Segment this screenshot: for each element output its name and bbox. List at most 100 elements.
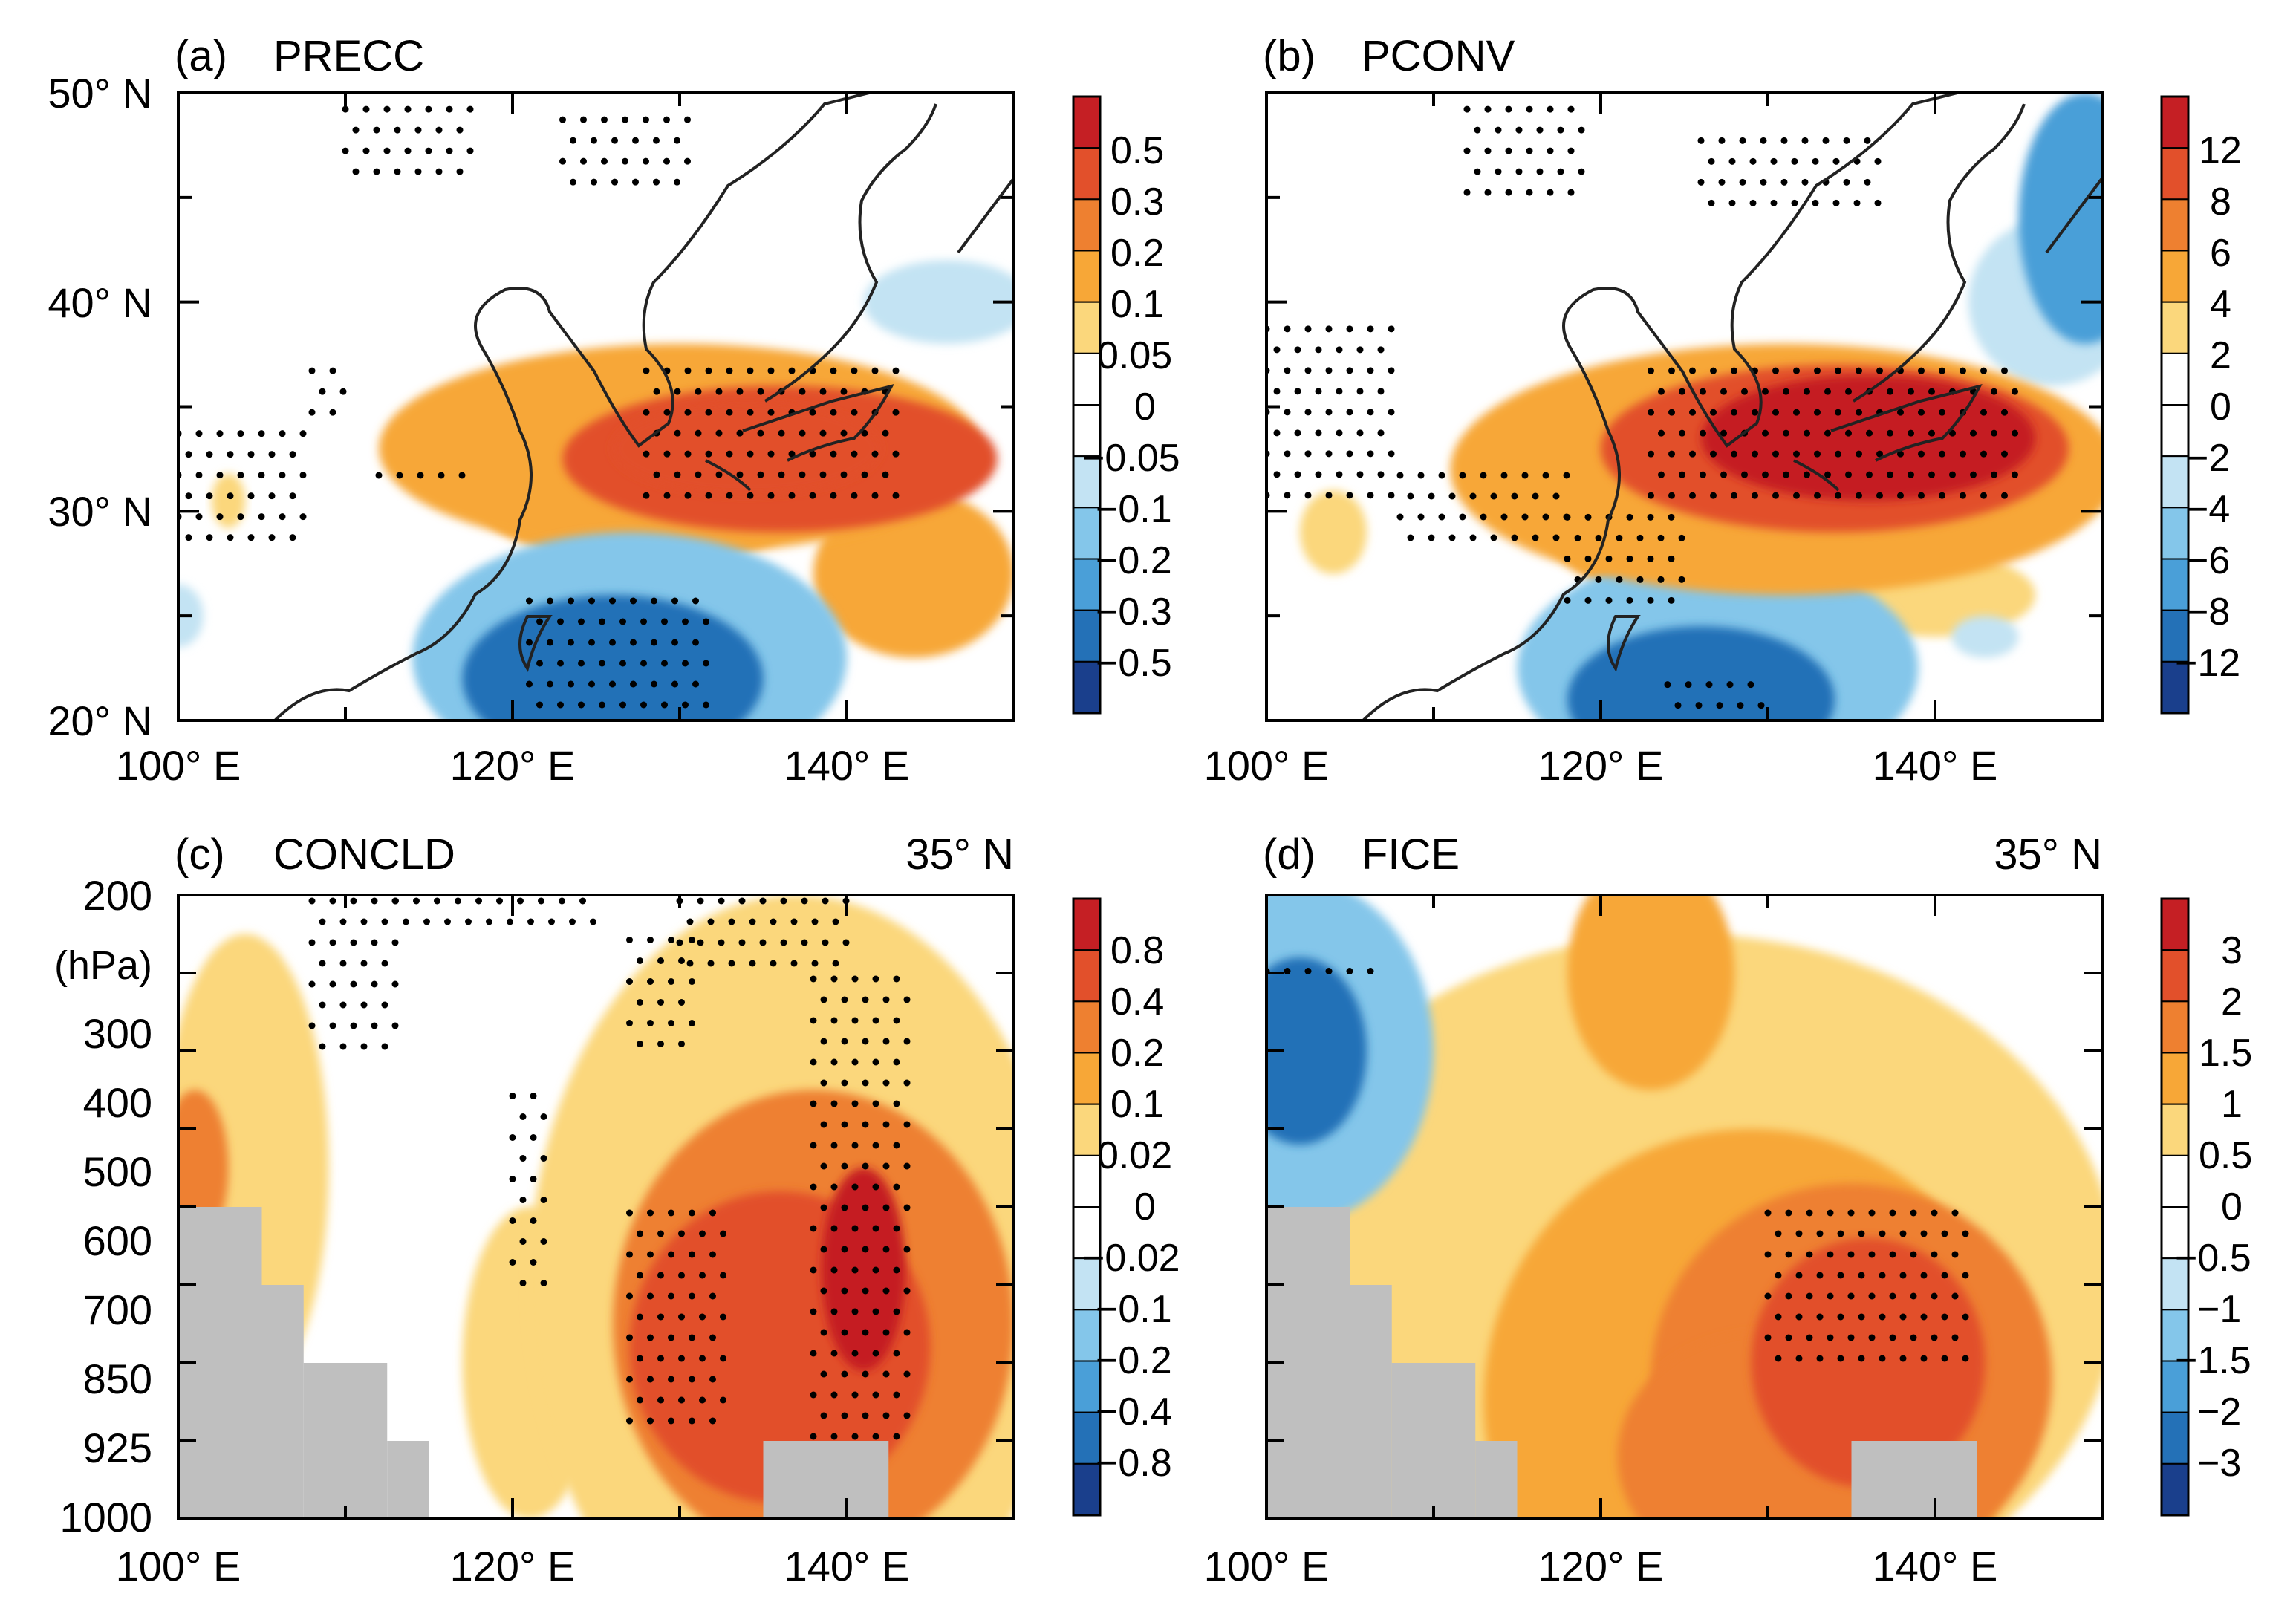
- stipple-dot: [1700, 388, 1706, 395]
- stipple-dot: [622, 157, 628, 165]
- stipple-dot: [580, 116, 587, 123]
- stipple-dot: [1564, 513, 1571, 521]
- stipple-dot: [841, 1162, 848, 1170]
- stipple-dot: [780, 897, 787, 905]
- colorbar-swatch-7: [2161, 455, 2189, 509]
- stipple-dot: [903, 1038, 911, 1045]
- stipple-dot: [360, 960, 368, 967]
- stipple-area-2: [626, 937, 695, 1047]
- stipple-dot: [1273, 429, 1281, 437]
- stipple-dot: [1960, 450, 1966, 458]
- stipple-dot: [1918, 492, 1925, 499]
- stipple-dot: [1816, 1355, 1824, 1362]
- stipple-dot: [1897, 450, 1904, 458]
- stipple-dot: [548, 918, 555, 925]
- stipple-dot: [1547, 147, 1554, 154]
- stipple-dot: [547, 597, 553, 605]
- stipple-area-0: [342, 105, 474, 175]
- stipple-dot: [840, 429, 848, 437]
- stipple-dot: [308, 980, 316, 988]
- stipple-dot: [809, 450, 816, 458]
- stipple-dot: [1931, 1251, 1938, 1258]
- cbar-c-label-3: 0.1: [1110, 1083, 1164, 1126]
- stipple-dot: [703, 660, 709, 667]
- stipple-dot: [893, 1433, 900, 1440]
- cbar-a-label-9: −0.3: [1096, 590, 1172, 634]
- stipple-dot: [1626, 596, 1633, 604]
- stipple-dot: [668, 978, 674, 985]
- stipple-dot: [653, 471, 660, 478]
- stipple-dot: [1835, 367, 1841, 374]
- stipple-dot: [1910, 1334, 1917, 1341]
- cbar-b-label-9: −8: [2186, 590, 2230, 634]
- stipple-dot: [699, 1230, 706, 1237]
- terrain-d: [1266, 1207, 1977, 1519]
- cbar-c-label-10: −0.8: [1096, 1442, 1172, 1485]
- cbar-c-label-8: −0.2: [1096, 1339, 1172, 1382]
- stipple-dot: [674, 429, 681, 437]
- stipple-dot: [1991, 429, 1997, 437]
- stipple-dot: [1367, 325, 1374, 333]
- stipple-dot: [590, 918, 596, 925]
- stipple-c: [308, 897, 911, 1440]
- stipple-dot: [1584, 596, 1592, 604]
- stipple-dot: [810, 1350, 817, 1357]
- stipple-dot: [547, 639, 553, 646]
- stipple-dot: [1827, 1209, 1834, 1217]
- stipple-dot: [1899, 1272, 1907, 1279]
- stipple-dot: [1459, 472, 1466, 479]
- stipple-dot: [509, 1134, 516, 1141]
- stipple-dot: [851, 1183, 859, 1191]
- latitude-label-d: 35° N: [1994, 830, 2102, 879]
- stipple-dot: [1847, 1251, 1855, 1258]
- stipple-dot: [882, 1121, 890, 1128]
- colorbar-labels-b: 12 8 6 4 2 0 −2 −4 −6 −8 −12: [2175, 129, 2242, 685]
- stipple-dot: [872, 1100, 879, 1107]
- stipple-dot: [568, 597, 574, 605]
- y-axis-unit-c: (hPa): [54, 943, 152, 988]
- stipple-dot: [299, 472, 307, 479]
- stipple-dot: [862, 1204, 869, 1211]
- stipple-dot: [1495, 168, 1502, 175]
- stipple-dot: [1668, 450, 1675, 458]
- stipple-dot: [1521, 472, 1529, 479]
- stipple-dot: [757, 471, 764, 478]
- stipple-dot: [1563, 472, 1570, 479]
- stipple-dot: [1775, 1272, 1782, 1279]
- stipple-dot: [882, 1038, 890, 1045]
- stipple-dot: [1757, 702, 1765, 709]
- stipple-dot: [1806, 1292, 1813, 1300]
- stipple-dot: [851, 1350, 859, 1357]
- stipple-dot: [362, 147, 370, 154]
- stipple-dot: [626, 1417, 633, 1425]
- stipple-dot: [1564, 596, 1571, 604]
- stipple-dot: [1315, 388, 1322, 395]
- cbar-d-label-1: 2: [2221, 980, 2243, 1023]
- stipple-dot: [1648, 367, 1654, 374]
- stipple-dot: [1764, 1209, 1772, 1217]
- stipple-dot: [1377, 388, 1385, 395]
- stipple-area-4: [178, 430, 307, 541]
- stipple-dot: [709, 1376, 716, 1383]
- stipple-dot: [268, 534, 276, 541]
- stipple-dot: [830, 450, 837, 458]
- cbar-a-label-7: −0.1: [1096, 488, 1172, 531]
- stipple-dot: [1866, 471, 1873, 478]
- stipple-dot: [841, 1246, 848, 1253]
- stipple-dot: [1814, 450, 1821, 458]
- stipple-dot: [643, 157, 649, 165]
- stipple-dot: [1284, 492, 1291, 499]
- stipple-dot: [830, 1433, 838, 1440]
- stipple-dot: [851, 409, 858, 416]
- stipple-dot: [1484, 105, 1492, 113]
- panel-title-a: (a): [175, 32, 227, 80]
- contour-region-1: [1951, 616, 2019, 658]
- stipple-dot: [1396, 472, 1404, 479]
- stipple-dot: [872, 1142, 879, 1149]
- stipple-dot: [456, 126, 464, 134]
- stipple-dot: [2012, 388, 2018, 395]
- stipple-dot: [458, 472, 466, 479]
- stipple-dot: [435, 126, 443, 134]
- cbar-b-label-3: 4: [2210, 283, 2231, 326]
- cbar-a-label-0: 0.5: [1110, 129, 1164, 172]
